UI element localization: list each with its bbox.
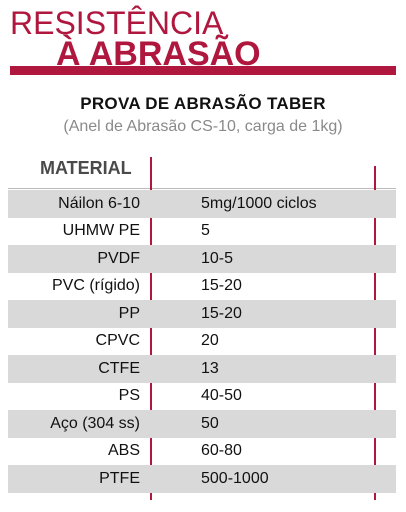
material-cell: ABS (107, 442, 140, 460)
value-cell: 60-80 (201, 442, 242, 460)
table-row: PVC (rígido) 15-20 (8, 273, 396, 301)
table-row: Náilon 6-10 5mg/1000 ciclos (8, 190, 396, 218)
value-cell: 13 (201, 359, 219, 377)
value-cell: 500-1000 (201, 469, 269, 487)
abrasion-table: Náilon 6-10 5mg/1000 ciclos UHMW PE 5 PV… (8, 190, 396, 493)
column-divider-left (150, 157, 152, 500)
table-row: UHMW PE 5 (8, 218, 396, 246)
table-row: CPVC 20 (8, 328, 396, 356)
material-cell: PS (118, 387, 140, 405)
table-row: Aço (304 ss) 50 (8, 410, 396, 438)
value-cell: 5mg/1000 ciclos (201, 194, 317, 212)
header-divider (8, 188, 396, 189)
material-cell: PTFE (99, 469, 140, 487)
table-row: ABS 60-80 (8, 438, 396, 466)
value-cell: 40-50 (201, 387, 242, 405)
test-name: PROVA DE ABRASÃO TABER (80, 94, 326, 113)
material-cell: CPVC (95, 332, 140, 350)
value-cell: 15-20 (201, 304, 242, 322)
material-cell: CTFE (98, 359, 140, 377)
value-cell: 20 (201, 332, 219, 350)
value-cell: 5 (201, 222, 210, 240)
table-row: PVDF 10-5 (8, 245, 396, 273)
table-row: PS 40-50 (8, 383, 396, 411)
column-divider-right (374, 166, 376, 500)
table-row: PTFE 500-1000 (8, 465, 396, 493)
material-cell: UHMW PE (62, 222, 140, 240)
material-cell: PP (118, 304, 140, 322)
value-cell: 50 (201, 414, 219, 432)
material-cell: Aço (304 ss) (50, 414, 140, 432)
value-cell: 15-20 (201, 277, 242, 295)
table-row: CTFE 13 (8, 355, 396, 383)
value-cell: 10-5 (201, 249, 234, 267)
material-column-header: MATERIAL (40, 158, 132, 178)
material-cell: PVDF (97, 249, 140, 267)
test-conditions: (Anel de Abrasão CS-10, carga de 1kg) (63, 118, 343, 135)
table-row: PP 15-20 (8, 300, 396, 328)
page-title-line1: RESISTÊNCIA (10, 5, 224, 41)
title-underline-bar (10, 66, 396, 75)
material-cell: PVC (rígido) (51, 277, 140, 295)
material-cell: Náilon 6-10 (58, 194, 140, 212)
